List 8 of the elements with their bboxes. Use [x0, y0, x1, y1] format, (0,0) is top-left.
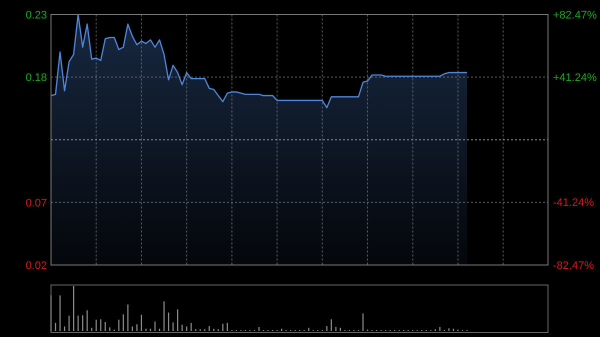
y-tick-label: 0.18: [26, 72, 47, 84]
y2-tick-label: -82.47%: [553, 260, 594, 272]
y2-tick-label: +82.47%: [553, 9, 597, 22]
y-tick-label: 0.23: [26, 9, 47, 22]
y2-tick-label: +41.24%: [553, 72, 597, 84]
y-tick-label: 0.07: [26, 197, 47, 210]
y-tick-label: 0.02: [26, 260, 47, 272]
y2-tick-label: -41.24%: [553, 197, 594, 210]
